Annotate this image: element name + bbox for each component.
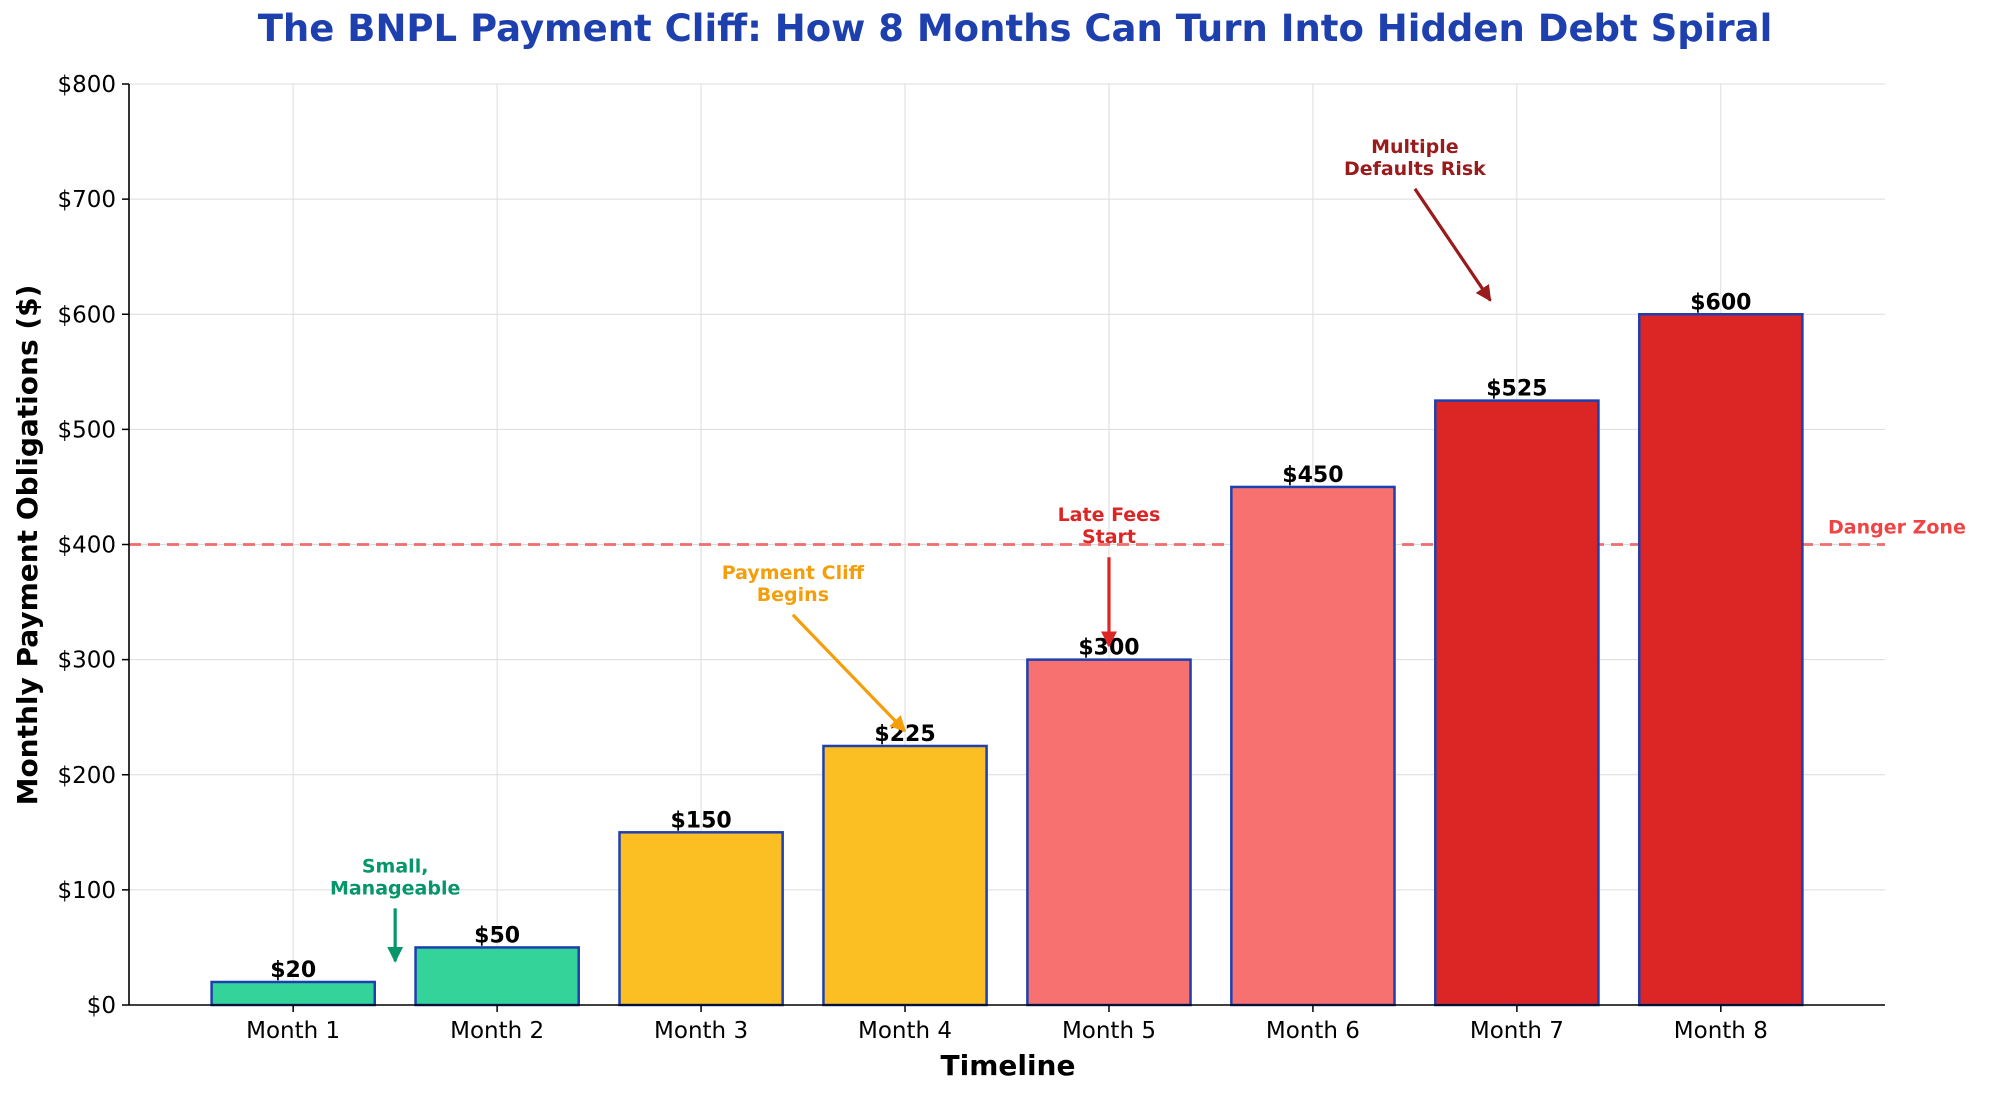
bar-month-1 [212,982,375,1005]
annotation-text: Manageable [330,877,460,899]
x-tick-label: Month 3 [654,1018,748,1044]
annotation-text: Begins [757,584,829,606]
y-tick-label: $100 [57,878,116,904]
y-tick-label: $0 [87,993,116,1019]
annotation-text: Defaults Risk [1344,158,1486,180]
y-tick-label: $700 [57,187,116,213]
y-axis-label: Monthly Payment Obligations ($) [11,285,44,806]
y-tick-label: $600 [57,302,116,328]
x-tick-label: Month 8 [1674,1018,1768,1044]
data-label: $225 [874,722,935,747]
x-tick-label: Month 6 [1266,1018,1360,1044]
data-label: $20 [270,958,316,983]
danger-zone-label: Danger Zone [1828,517,1966,539]
bar-month-8 [1639,314,1802,1005]
annotation-text: Multiple [1371,136,1459,158]
bar-month-6 [1231,487,1394,1005]
y-tick-label: $200 [57,763,116,789]
x-tick-label: Month 4 [858,1018,952,1044]
x-axis-label: Timeline [941,1049,1076,1082]
bar-month-2 [416,947,579,1005]
data-label: $450 [1282,463,1343,488]
y-tick-label: $500 [57,417,116,443]
x-tick-label: Month 5 [1062,1018,1156,1044]
annotation-text: Small, [362,855,429,877]
annotation-text: Payment Cliff [722,562,865,584]
chart-title: The BNPL Payment Cliff: How 8 Months Can… [258,7,1773,50]
bar-month-5 [1027,660,1190,1005]
y-tick-label: $400 [57,533,116,559]
data-label: $50 [474,923,520,948]
data-label: $150 [670,808,731,833]
y-tick-label: $800 [57,72,116,98]
x-tick-label: Month 1 [246,1018,340,1044]
bar-month-4 [823,746,986,1005]
annotation-arrow [1415,189,1490,301]
annotation-text: Late Fees [1058,504,1161,526]
annotation-arrow [793,615,905,731]
x-tick-label: Month 7 [1470,1018,1564,1044]
data-label: $525 [1486,377,1547,402]
x-tick-label: Month 2 [450,1018,544,1044]
bar-month-7 [1435,401,1598,1005]
bar-month-3 [619,832,782,1005]
annotation-text: Start [1082,526,1136,548]
y-tick-label: $300 [57,648,116,674]
data-label: $600 [1690,290,1751,315]
